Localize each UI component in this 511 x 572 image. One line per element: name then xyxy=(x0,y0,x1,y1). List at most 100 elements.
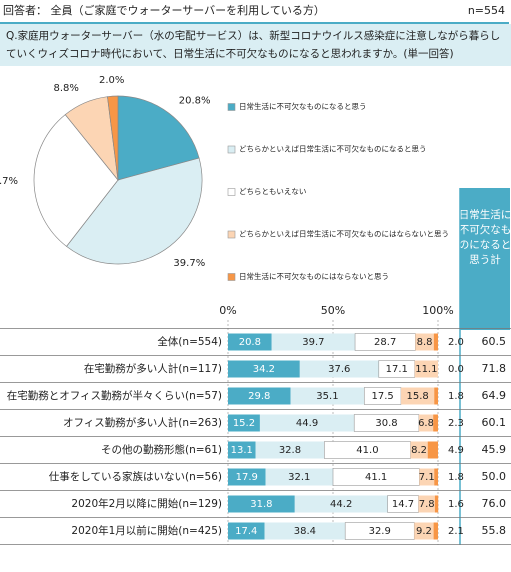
bar-value-label: 1.8 xyxy=(448,391,464,402)
legend-label: 日常生活に不可欠なものにはならないと思う xyxy=(239,271,389,281)
legend-swatch xyxy=(227,273,236,281)
bar-segment xyxy=(259,414,355,432)
legend-swatch xyxy=(227,145,236,154)
bar-segment xyxy=(433,333,438,351)
bar-segment xyxy=(433,522,438,540)
total-value: 76.0 xyxy=(482,497,507,510)
bar-segment xyxy=(427,441,438,459)
x-tick-label: 0% xyxy=(219,304,236,317)
bar-value-label: 2.1 xyxy=(448,526,464,537)
bar-value-label: 15.8 xyxy=(406,391,428,402)
bar-segment xyxy=(255,441,325,459)
total-header: 日常生活に不可欠なものになると思う計 xyxy=(459,208,511,266)
total-value: 45.9 xyxy=(482,443,507,456)
total-value: 64.9 xyxy=(482,389,507,402)
total-value: 60.5 xyxy=(482,335,507,348)
category-label: オフィス勤務が多い人計(n=263) xyxy=(63,416,222,429)
bar-value-label: 17.5 xyxy=(372,391,394,402)
pie-label: 39.7% xyxy=(173,258,205,269)
bar-value-label: 7.8 xyxy=(419,499,435,510)
bar-value-label: 17.9 xyxy=(236,472,258,483)
bar-value-label: 44.2 xyxy=(330,499,352,510)
bar-value-label: 1.6 xyxy=(448,499,464,510)
bar-value-label: 35.1 xyxy=(316,391,338,402)
bar-segment xyxy=(415,333,434,351)
bar-segment xyxy=(433,414,438,432)
bar-segment xyxy=(434,495,439,513)
bar-value-label: 4.9 xyxy=(448,445,464,456)
bar-value-label: 31.8 xyxy=(250,499,272,510)
bar-value-label: 28.7 xyxy=(374,337,396,348)
bar-value-label: 9.2 xyxy=(416,526,432,537)
bar-value-label: 2.0 xyxy=(448,337,464,348)
category-label: 仕事をしている家族はいない(n=56) xyxy=(49,470,222,483)
category-label: 2020年2月以降に開始(n=129) xyxy=(71,497,222,510)
total-value: 60.1 xyxy=(482,416,507,429)
pie-slice xyxy=(107,95,119,181)
bar-segment xyxy=(434,387,438,405)
legend-swatch xyxy=(227,188,236,196)
pie-label: 20.8% xyxy=(179,96,211,107)
bar-value-label: 1.8 xyxy=(448,472,464,483)
bar-value-label: 34.2 xyxy=(253,364,275,375)
pie-slice xyxy=(117,95,200,181)
bar-segment xyxy=(434,468,438,486)
legend-swatch xyxy=(227,103,236,111)
pie-slice xyxy=(33,114,119,247)
total-value: 50.0 xyxy=(482,470,507,483)
header-n: n=554 xyxy=(467,4,505,17)
bar-segment xyxy=(264,522,346,540)
bar-segment xyxy=(414,360,438,378)
bar-value-label: 20.8 xyxy=(239,337,261,348)
pie-label: 8.8% xyxy=(53,83,78,94)
total-value: 71.8 xyxy=(482,362,507,375)
bar-segment xyxy=(294,495,388,513)
bar-segment xyxy=(265,468,333,486)
total-header-box xyxy=(460,188,510,330)
bar-value-label: 6.8 xyxy=(418,418,434,429)
bar-segment xyxy=(228,333,272,351)
bar-segment xyxy=(228,495,295,513)
header-title: 回答者： 全員（ご家庭でウォーターサーバーを利用している方） xyxy=(3,4,325,17)
bar-segment xyxy=(418,495,435,513)
bar-segment xyxy=(419,468,435,486)
bar-value-label: 37.6 xyxy=(328,364,350,375)
legend-swatch xyxy=(227,230,236,239)
question: Q.家庭用ウォーターサーバー（水の宅配サービス）は、新型コロナウイルス感染症に注… xyxy=(0,24,511,66)
pie-slice xyxy=(66,157,203,265)
legend-label: 日常生活に不可欠なものになると思う xyxy=(239,101,367,111)
bar-value-label: 11.1 xyxy=(415,364,437,375)
category-label: 在宅勤務が多い人計(n=117) xyxy=(84,362,222,375)
total-value: 55.8 xyxy=(482,524,507,537)
pie-label: 2.0% xyxy=(99,75,124,86)
bar-segment xyxy=(228,441,256,459)
bar-value-label: 30.8 xyxy=(375,418,397,429)
bar-value-label: 13.1 xyxy=(231,445,253,456)
legend-label: どちらかといえば日常生活に不可欠なものにはならないと思う xyxy=(239,229,449,239)
category-label: 在宅勤務とオフィス勤務が半々くらい(n=57) xyxy=(7,389,222,402)
category-label: その他の勤務形態(n=61) xyxy=(101,443,222,456)
bar-segment xyxy=(353,414,420,432)
bar-value-label: 41.1 xyxy=(365,472,387,483)
category-label: 全体(n=554) xyxy=(157,335,222,348)
pie-label: 28.7% xyxy=(0,176,18,187)
bar-segment xyxy=(228,414,260,432)
bar-value-label: 32.1 xyxy=(288,472,310,483)
bar-value-label: 15.2 xyxy=(233,418,255,429)
bar-segment xyxy=(228,468,266,486)
bar-value-label: 14.7 xyxy=(392,499,414,510)
bar-segment xyxy=(271,333,356,351)
bar-value-label: 2.3 xyxy=(448,418,464,429)
bar-segment xyxy=(418,414,434,432)
bar-value-label: 8.8 xyxy=(417,337,433,348)
category-label: 2020年1月以前に開始(n=425) xyxy=(71,524,222,537)
bar-value-label: 8.2 xyxy=(411,445,427,456)
bar-segment xyxy=(228,360,300,378)
bar-value-label: 39.7 xyxy=(302,337,324,348)
bar-segment xyxy=(401,387,435,405)
bar-segment xyxy=(410,441,428,459)
bar-segment xyxy=(354,333,416,351)
bar-segment xyxy=(228,522,265,540)
bar-value-label: 0.0 xyxy=(448,364,464,375)
